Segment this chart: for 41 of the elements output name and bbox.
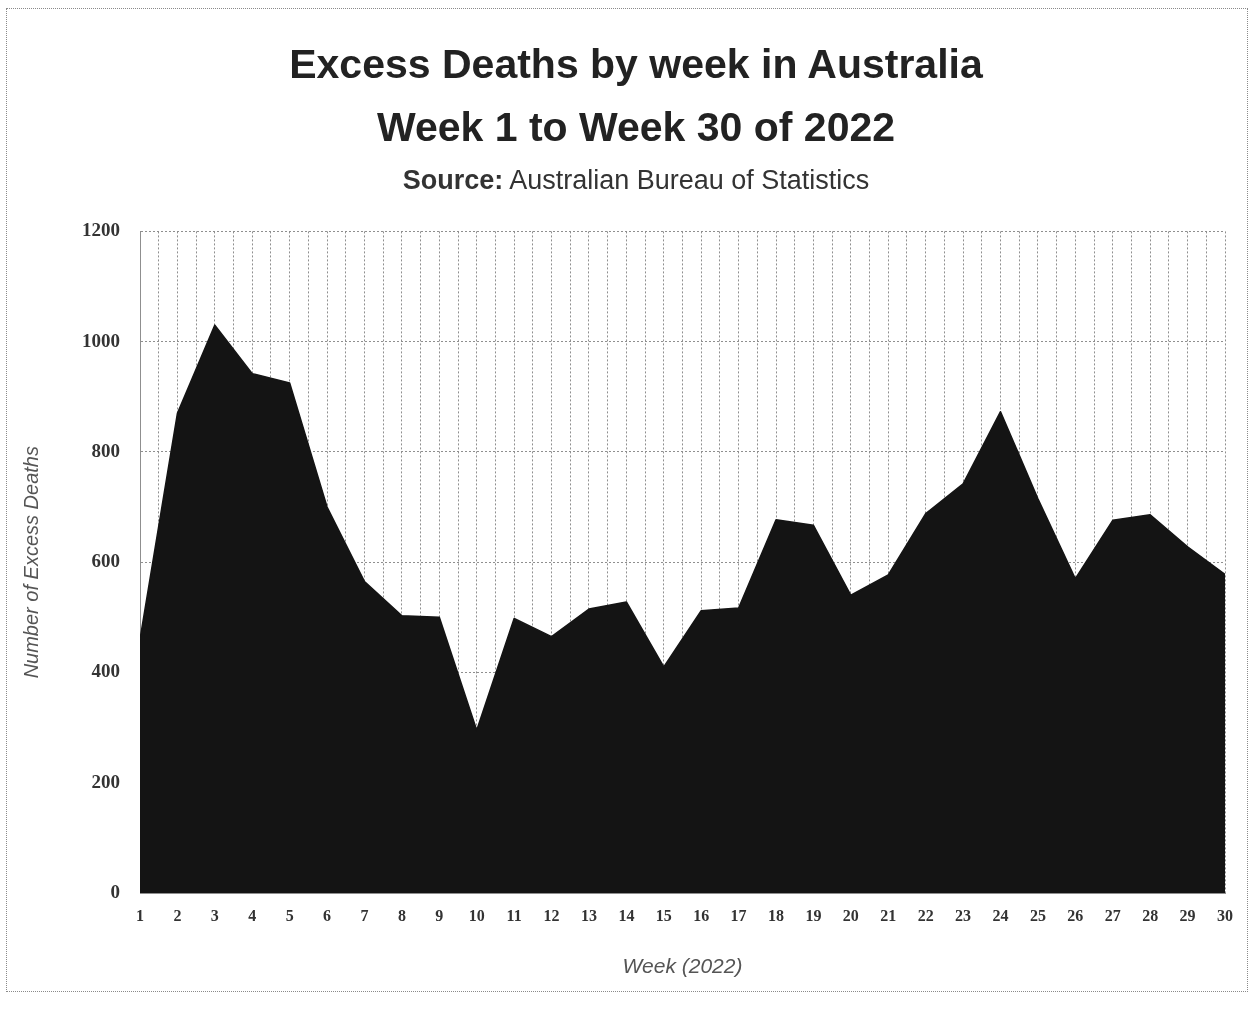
x-tick-label: 24: [992, 906, 1009, 924]
x-tick-label: 9: [435, 906, 444, 924]
x-tick-label: 2: [173, 906, 182, 924]
y-tick-label: 800: [91, 439, 120, 461]
x-tick-label: 14: [618, 906, 635, 924]
x-tick-label: 7: [360, 906, 369, 924]
x-tick-label: 11: [506, 906, 522, 924]
x-tick-label: 18: [768, 906, 785, 924]
x-tick-label: 29: [1179, 906, 1196, 924]
x-axis-title: Week (2022): [622, 954, 743, 978]
y-axis-title: Number of Excess Deaths: [19, 446, 42, 679]
x-tick-label: 6: [323, 906, 332, 924]
x-tick-label: 8: [397, 906, 406, 924]
x-tick-label: 25: [1029, 906, 1046, 924]
x-tick-label: 1: [136, 906, 144, 924]
chart-subtitle: Source: Australian Bureau of Statistics: [401, 165, 871, 196]
y-tick-label: 400: [91, 660, 120, 682]
x-tick-label: 30: [1217, 906, 1233, 924]
x-tick-label: 21: [880, 906, 897, 924]
y-tick-label: 0: [110, 880, 120, 902]
x-tick-label: 27: [1104, 906, 1121, 924]
x-tick-label: 23: [955, 906, 972, 924]
x-tick-label: 19: [805, 906, 822, 924]
y-tick-label: 1000: [82, 329, 120, 351]
x-tick-label: 26: [1067, 906, 1084, 924]
x-tick-label: 5: [285, 906, 294, 924]
x-tick-label: 13: [580, 906, 597, 924]
x-tick-label: 16: [693, 906, 710, 924]
x-tick-label: 3: [210, 906, 219, 924]
x-tick-label: 22: [917, 906, 934, 924]
x-tick-label: 10: [468, 906, 485, 924]
x-tick-label: 15: [655, 906, 672, 924]
y-tick-label: 600: [91, 550, 120, 572]
x-tick-label: 17: [730, 906, 747, 924]
x-tick-label: 28: [1142, 906, 1159, 924]
y-tick-label: 1200: [82, 219, 120, 241]
x-tick-label: 20: [842, 906, 859, 924]
x-tick-label: 12: [543, 906, 560, 924]
y-tick-label: 200: [91, 770, 120, 792]
chart-title: Excess Deaths by week in Australia Week 1 to Week 30 of 2022: [288, 40, 984, 152]
x-tick-label: 4: [248, 906, 257, 924]
